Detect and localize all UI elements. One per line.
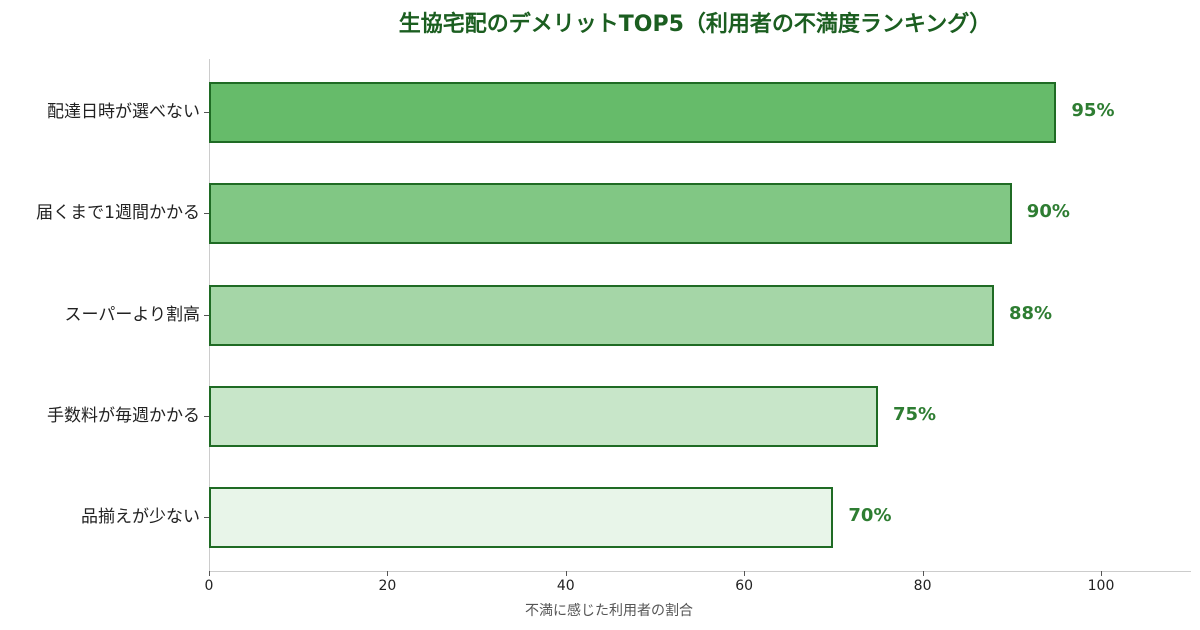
y-tick bbox=[204, 213, 209, 214]
x-axis-label: 不満に感じた利用者の割合 bbox=[525, 603, 693, 619]
category-label: 手数料が毎週かかる bbox=[47, 406, 200, 426]
bar bbox=[209, 182, 1012, 244]
y-tick bbox=[204, 315, 209, 316]
x-axis-spine bbox=[209, 571, 1191, 572]
x-tick-label: 20 bbox=[378, 578, 397, 594]
x-tick bbox=[209, 571, 210, 576]
chart-title: 生協宅配のデメリットTOP5（利用者の不満度ランキング） bbox=[398, 12, 992, 37]
y-tick bbox=[204, 517, 209, 518]
bar bbox=[209, 284, 994, 346]
bar-value-label: 70% bbox=[848, 505, 892, 526]
x-tick-label: 60 bbox=[735, 578, 754, 594]
bar bbox=[209, 486, 834, 548]
bar-value-label: 90% bbox=[1026, 201, 1070, 222]
bar-value-label: 88% bbox=[1008, 303, 1053, 324]
x-tick bbox=[565, 571, 567, 576]
x-tick bbox=[1101, 571, 1102, 576]
x-tick-label: 80 bbox=[913, 578, 932, 594]
bar bbox=[209, 385, 878, 447]
bar-value-label: 75% bbox=[893, 404, 937, 425]
x-tick bbox=[922, 571, 924, 576]
x-tick-label: 100 bbox=[1087, 578, 1115, 594]
x-tick bbox=[744, 571, 746, 576]
x-tick bbox=[387, 571, 389, 576]
y-tick bbox=[204, 416, 209, 417]
bar-value-label: 95% bbox=[1071, 100, 1115, 121]
x-tick-label: 40 bbox=[556, 578, 575, 594]
bar bbox=[209, 81, 1057, 143]
y-tick bbox=[204, 112, 209, 113]
category-label: スーパーより割高 bbox=[64, 305, 201, 325]
x-tick-label: 0 bbox=[204, 578, 214, 594]
category-label: 品揃えが少ない bbox=[81, 507, 200, 527]
category-label: 配達日時が選べない bbox=[47, 102, 200, 122]
category-label: 届くまで1週間かかる bbox=[36, 203, 200, 223]
